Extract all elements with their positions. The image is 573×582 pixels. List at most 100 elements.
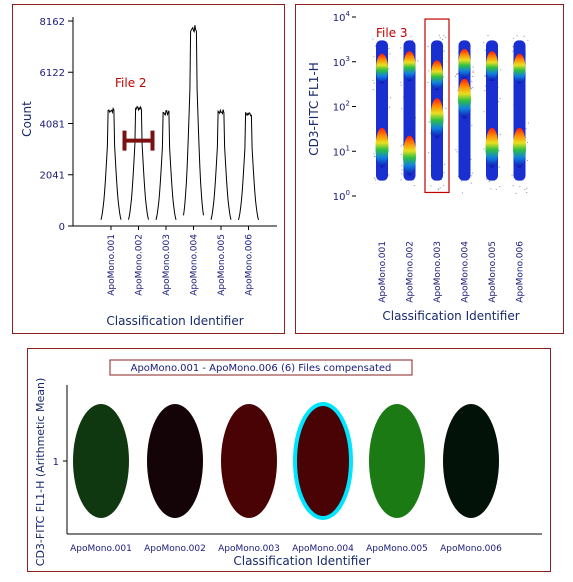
scatter-dot — [402, 143, 404, 145]
scatter-dot — [487, 35, 489, 37]
x-tick-label: ApoMono.001 — [107, 234, 117, 296]
scatter-dot — [456, 73, 458, 75]
y-tick-label: 1 — [53, 457, 59, 468]
scatter-dot — [488, 181, 490, 183]
chart-title: ApoMono.001 - ApoMono.006 (6) Files comp… — [131, 363, 392, 374]
x-tick-label: ApoMono.006 — [245, 234, 255, 296]
x-tick-label: ApoMono.003 — [218, 544, 280, 554]
population-hotspot-lower — [513, 127, 526, 168]
color-map-chart: ApoMono.001 - ApoMono.006 (6) Files comp… — [34, 359, 542, 568]
histogram-curve — [210, 108, 232, 220]
scatter-dot — [439, 37, 441, 39]
scatter-dot — [526, 159, 529, 162]
y-tick-label: 0 — [59, 222, 65, 233]
scatter-dot — [525, 128, 527, 130]
scatter-dot — [498, 166, 500, 168]
scatter-dot — [512, 46, 514, 48]
x-tick-label: ApoMono.004 — [190, 234, 200, 296]
population-clusters — [372, 34, 529, 194]
ellipse-marker — [369, 404, 425, 518]
x-axis-categories: ApoMono.001 ApoMono.002 ApoMono.003 ApoMono… — [378, 241, 526, 303]
scatter-dot — [498, 101, 500, 103]
scatter-dot — [428, 152, 430, 154]
scatter-dot — [483, 41, 485, 44]
scatter-dot — [527, 122, 529, 124]
scatter-dot — [389, 97, 392, 99]
y-axis-ticks: 0 2041 4081 6122 8162 — [40, 17, 73, 233]
scatter-dot — [526, 191, 528, 194]
population-hotspot-lower — [403, 135, 416, 176]
population-hotspot-lower — [430, 98, 444, 139]
scatter-dot — [519, 186, 521, 188]
range-gate-marker[interactable] — [122, 130, 155, 151]
population-hotspot-lower — [485, 127, 499, 168]
ellipse-marker — [443, 404, 499, 518]
population-hotspot-upper — [513, 53, 526, 84]
scatter-dot — [472, 66, 474, 68]
scatter-dot — [486, 178, 488, 180]
scatter-dot — [445, 36, 447, 38]
y-tick-label: 102 — [333, 100, 350, 114]
scatter-dot — [388, 174, 390, 176]
scatter-dot — [512, 37, 514, 39]
scatter-dot — [388, 47, 390, 50]
scatter-dot — [515, 192, 517, 194]
scatter-dot — [428, 70, 430, 72]
scatter-dot — [412, 39, 414, 42]
x-tick-label: ApoMono.005 — [488, 241, 498, 303]
scatter-dot — [524, 189, 526, 191]
scatter-dot — [413, 185, 415, 187]
scatter-dot — [388, 106, 391, 108]
dot-plot-panel[interactable]: 100 101 102 103 104 ApoMono.001 ApoMono.002 Ap… — [295, 4, 564, 334]
scatter-dot — [374, 177, 376, 179]
scatter-dot — [372, 38, 374, 40]
scatter-dot — [472, 86, 474, 89]
y-tick-label: 8162 — [40, 17, 65, 28]
y-axis-label: CD3-FITC FL1-H — [307, 62, 321, 155]
scatter-dot — [428, 121, 430, 123]
scatter-dot — [439, 187, 441, 189]
y-axis-ticks: 100 101 102 103 104 — [333, 10, 356, 203]
scatter-dot — [375, 179, 377, 181]
scatter-dot — [430, 185, 432, 187]
y-axis-label: CD3-FITC FL1-H (Arithmetic Mean) — [34, 378, 47, 566]
scatter-dot — [427, 81, 429, 84]
scatter-dot — [374, 45, 377, 47]
scatter-dot — [512, 50, 514, 52]
scatter-dot — [445, 107, 447, 109]
x-tick-label: ApoMono.006 — [440, 544, 502, 554]
x-tick-label: ApoMono.001 — [70, 544, 132, 554]
scatter-dot — [498, 150, 500, 152]
y-tick-label: 2041 — [40, 171, 65, 182]
histogram-chart: 0 2041 4081 6122 8162 ApoMono.001 ApoMono.002… — [20, 17, 277, 328]
scatter-dot — [454, 75, 457, 77]
rectangle-gate-marker[interactable] — [424, 18, 450, 194]
histogram-panel[interactable]: 0 2041 4081 6122 8162 ApoMono.001 ApoMono.002… — [12, 4, 285, 334]
x-tick-label: ApoMono.001 — [378, 241, 388, 303]
scatter-dot — [483, 111, 485, 113]
scatter-dot — [401, 169, 403, 171]
population-hotspot-lower — [375, 127, 389, 168]
x-axis-label: Classification Identifier — [382, 309, 519, 323]
scatter-dot — [470, 182, 472, 184]
histogram-curve — [128, 105, 149, 220]
scatter-dot — [460, 180, 462, 182]
scatter-dot — [374, 155, 376, 157]
scatter-dot — [527, 39, 529, 41]
scatter-dot — [461, 192, 464, 194]
scatter-dot — [389, 53, 391, 55]
scatter-dot — [430, 132, 432, 134]
scatter-dot — [499, 133, 502, 135]
scatter-dot — [471, 175, 473, 177]
annotation-file-2: File 2 — [115, 76, 147, 90]
scatter-dot — [443, 35, 445, 37]
y-axis-label: Count — [20, 101, 34, 137]
x-tick-label: ApoMono.004 — [461, 241, 471, 303]
scatter-dot — [512, 185, 514, 187]
color-map-panel[interactable]: ApoMono.001 - ApoMono.006 (6) Files comp… — [27, 348, 551, 572]
scatter-dot — [471, 80, 473, 83]
ellipse-marker — [147, 404, 203, 518]
population-hotspot-upper — [431, 60, 443, 91]
scatter-dot — [400, 153, 402, 155]
x-tick-label: ApoMono.006 — [516, 241, 526, 303]
